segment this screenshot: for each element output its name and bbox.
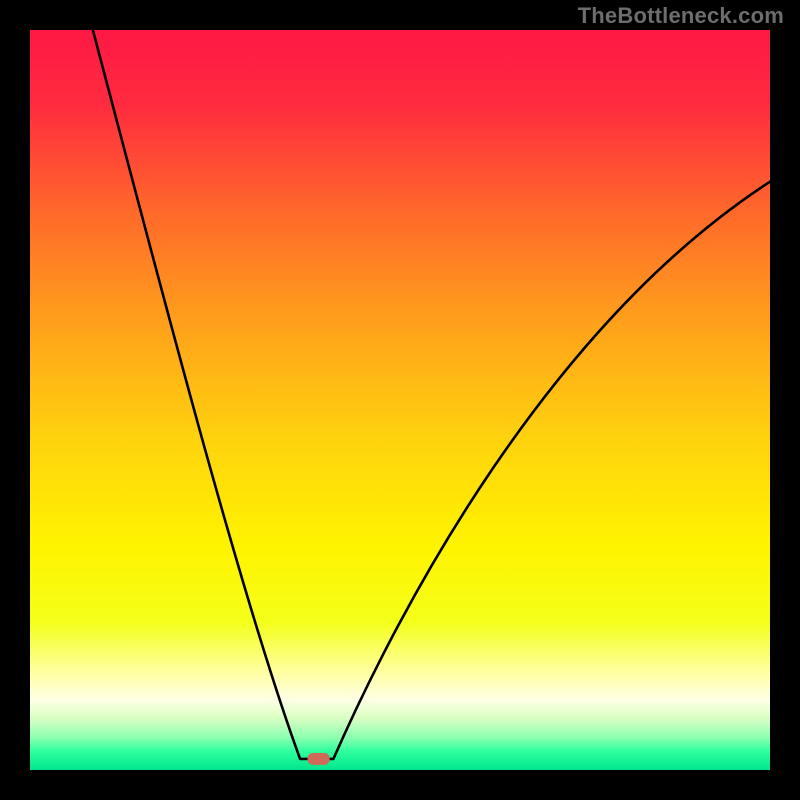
- plot-background: [30, 30, 770, 770]
- watermark-text: TheBottleneck.com: [578, 3, 784, 29]
- chart-container: TheBottleneck.com: [0, 0, 800, 800]
- chart-svg: [0, 0, 800, 800]
- minimum-marker: [308, 753, 330, 765]
